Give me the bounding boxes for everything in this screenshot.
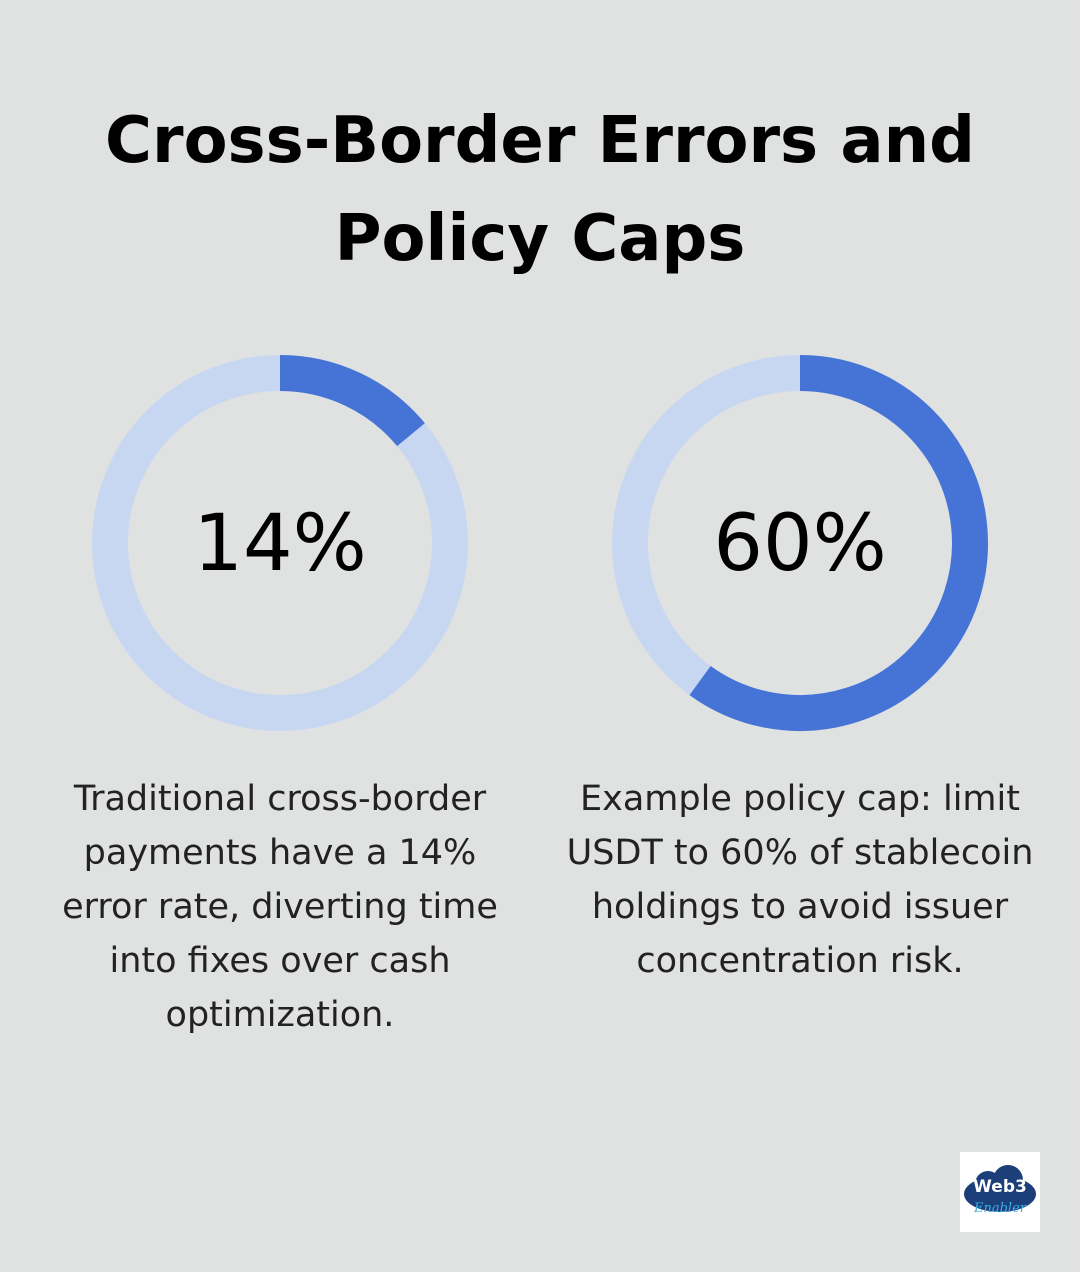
description: Example policy cap: limit USDT to 60% of… <box>566 779 1034 981</box>
value-label: 14% <box>193 499 366 589</box>
description: Traditional cross-border payments have a… <box>62 779 498 1035</box>
logo: Web3 Enabler <box>960 1152 1040 1232</box>
title: Cross-Border Errors and Policy Caps <box>105 104 975 276</box>
logo-text: Web3 <box>973 1177 1027 1197</box>
logo-cloud <box>993 1165 1023 1195</box>
donut-arc <box>279 355 425 447</box>
value-label: 60% <box>713 499 886 589</box>
donut-arc <box>689 355 988 731</box>
logo-graphic: Web3 Enabler <box>964 1165 1036 1216</box>
logo-text: Enabler <box>973 1201 1027 1216</box>
